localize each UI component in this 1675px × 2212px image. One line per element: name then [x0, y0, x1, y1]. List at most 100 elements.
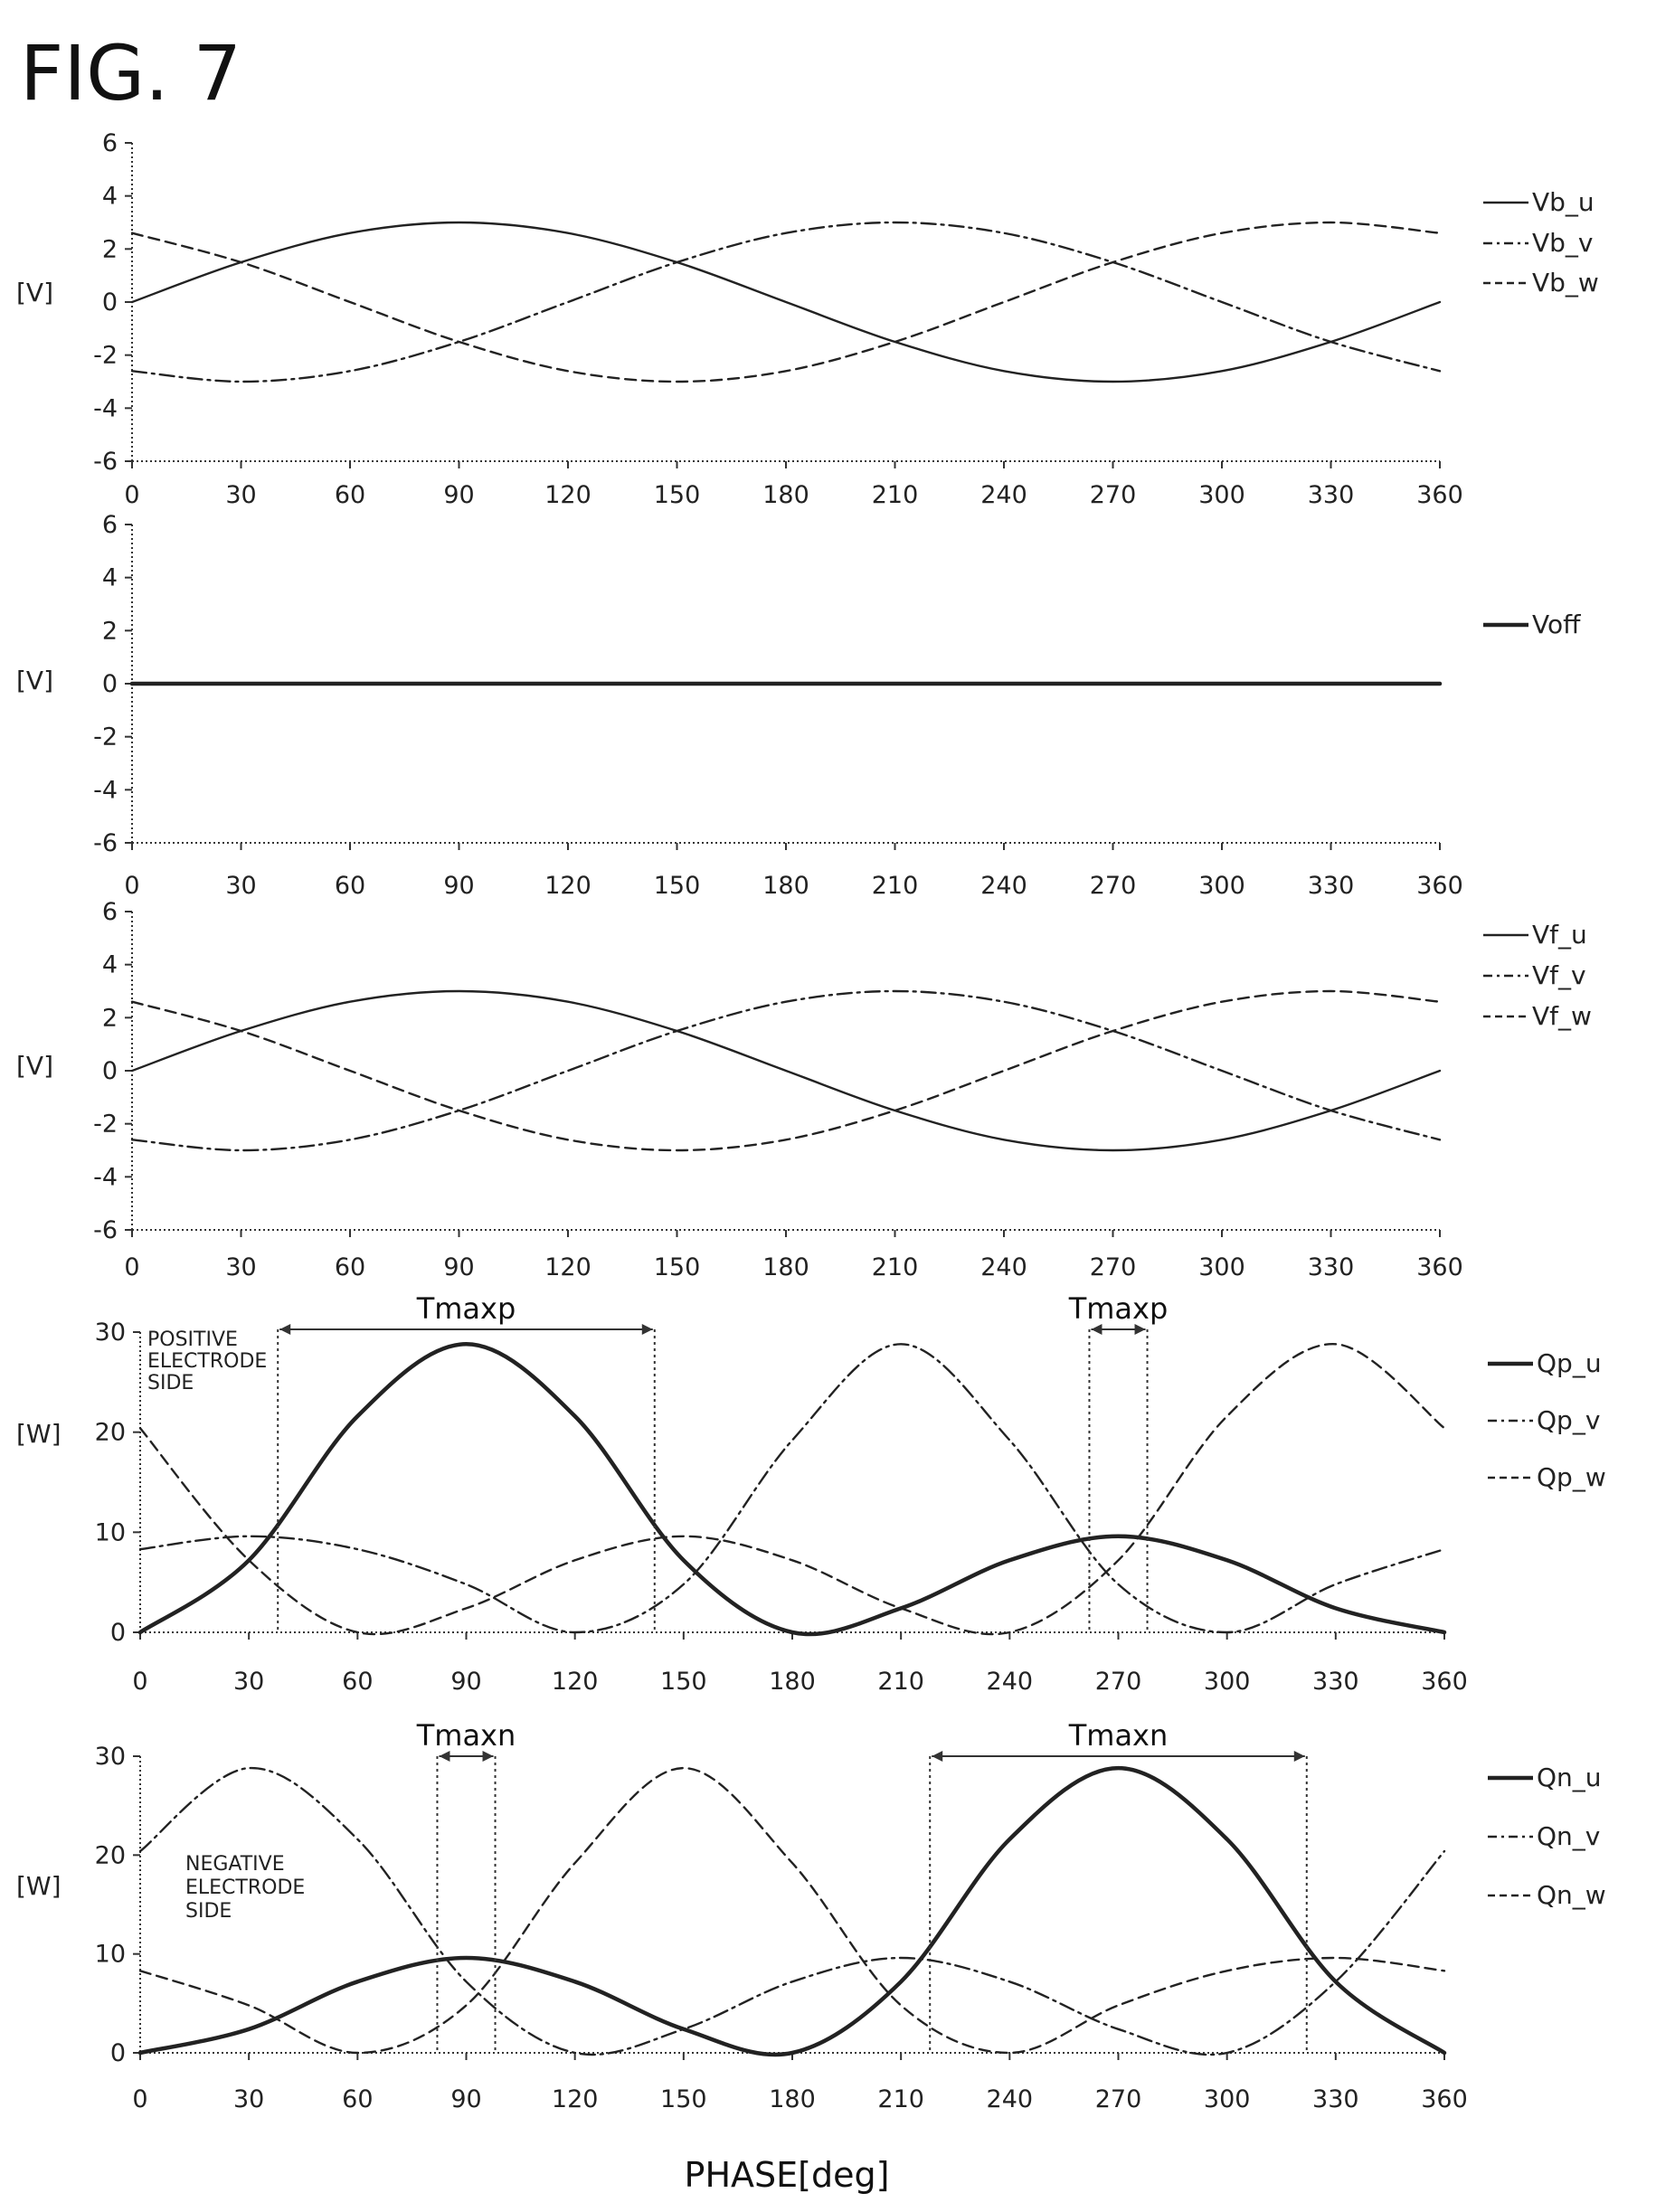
- x-tick-label: 180: [769, 2085, 816, 2113]
- x-tick-label: 150: [660, 2085, 707, 2113]
- y-tick-label: 4: [102, 564, 118, 592]
- y-tick-label: 20: [95, 1419, 126, 1447]
- x-tick-label: 210: [877, 1668, 924, 1696]
- x-tick-label: 210: [872, 872, 919, 900]
- x-tick-label: 240: [987, 2085, 1034, 2113]
- x-tick-label: 300: [1204, 1668, 1251, 1696]
- x-tick-label: 180: [762, 1253, 809, 1281]
- x-tick-label: 90: [443, 1253, 474, 1281]
- x-tick-label: 300: [1198, 872, 1245, 900]
- x-tick-label: 210: [877, 2085, 924, 2113]
- x-tick-label: 90: [443, 481, 474, 509]
- x-tick-label: 270: [1095, 2085, 1142, 2113]
- annotation-label: Tmaxp: [416, 1291, 516, 1326]
- x-tick-label: 120: [552, 1668, 599, 1696]
- y-tick-label: -2: [93, 723, 118, 752]
- electrode-side-note: ELECTRODE: [147, 1350, 267, 1373]
- series-line-vf-v: [130, 989, 1442, 1152]
- series-line-qn-w: [138, 1766, 1446, 2055]
- legend-label: Vb_u: [1532, 187, 1595, 217]
- series-line-qn-u: [137, 1765, 1447, 2057]
- x-tick-label: 360: [1421, 1668, 1468, 1696]
- x-tick-label: 360: [1416, 481, 1463, 509]
- series-line-vf-w: [130, 989, 1442, 1152]
- y-tick-label: 0: [102, 1057, 118, 1085]
- y-tick-label: 10: [95, 1941, 126, 1969]
- legend-label: Qp_u: [1537, 1348, 1602, 1378]
- series-line-vb-u: [130, 221, 1442, 383]
- x-tick-label: 0: [132, 2085, 147, 2113]
- y-tick-label: 0: [102, 288, 118, 317]
- x-tick-label: 180: [769, 1668, 816, 1696]
- x-tick-label: 90: [450, 2085, 481, 2113]
- x-tick-label: 150: [660, 1668, 707, 1696]
- x-tick-label: 240: [980, 481, 1027, 509]
- electrode-side-note: SIDE: [185, 1900, 232, 1923]
- x-tick-label: 60: [335, 1253, 365, 1281]
- y-tick-label: 6: [102, 129, 118, 157]
- x-tick-label: 150: [654, 481, 701, 509]
- series-line-vb-v: [130, 221, 1442, 383]
- x-tick-label: 30: [233, 2085, 264, 2113]
- y-tick-label: 0: [110, 2039, 126, 2067]
- legend-label: Vb_v: [1532, 228, 1594, 258]
- y-tick-label: -4: [93, 1163, 118, 1191]
- x-tick-label: 60: [342, 2085, 373, 2113]
- legend-label: Qp_w: [1537, 1462, 1606, 1492]
- electrode-side-note: SIDE: [147, 1372, 194, 1394]
- legend-label: Vb_w: [1532, 268, 1599, 298]
- x-tick-label: 330: [1312, 1668, 1359, 1696]
- legend-label: Qn_u: [1537, 1763, 1602, 1792]
- x-tick-label: 210: [872, 1253, 919, 1281]
- x-tick-label: 0: [132, 1668, 147, 1696]
- y-tick-label: 30: [95, 1319, 126, 1347]
- x-tick-label: 330: [1308, 1253, 1355, 1281]
- y-tick-label: 0: [110, 1619, 126, 1647]
- x-tick-label: 270: [1095, 1668, 1142, 1696]
- x-tick-label: 300: [1204, 2085, 1251, 2113]
- y-tick-label: -6: [93, 829, 118, 857]
- x-tick-label: 60: [335, 481, 365, 509]
- legend-label: Vf_v: [1532, 960, 1586, 990]
- arrowhead-right: [1293, 1751, 1305, 1762]
- x-tick-label: 120: [544, 481, 591, 509]
- x-tick-label: 120: [544, 872, 591, 900]
- legend-label: Vf_w: [1532, 1001, 1592, 1031]
- x-tick-label: 180: [762, 481, 809, 509]
- y-tick-label: 4: [102, 183, 118, 211]
- y-tick-label: -6: [93, 448, 118, 476]
- y-tick-label: 20: [95, 1841, 126, 1869]
- y-tick-label: 2: [102, 617, 118, 645]
- legend-label: Vf_u: [1532, 920, 1587, 950]
- x-tick-label: 240: [980, 872, 1027, 900]
- x-tick-label: 360: [1421, 2085, 1468, 2113]
- arrowhead-left: [932, 1751, 943, 1762]
- x-tick-label: 330: [1312, 2085, 1359, 2113]
- x-tick-label: 360: [1416, 872, 1463, 900]
- y-tick-label: -6: [93, 1216, 118, 1244]
- x-tick-label: 270: [1090, 1253, 1137, 1281]
- y-tick-label: 0: [102, 670, 118, 698]
- legend-label: Qn_w: [1537, 1880, 1606, 1910]
- x-tick-label: 270: [1090, 481, 1137, 509]
- arrowhead-left: [1091, 1324, 1102, 1335]
- x-tick-label: 30: [225, 481, 256, 509]
- x-axis-label: PHASE[deg]: [685, 2155, 890, 2195]
- y-tick-label: -2: [93, 342, 118, 370]
- x-tick-label: 120: [552, 2085, 599, 2113]
- x-tick-label: 330: [1308, 872, 1355, 900]
- x-tick-label: 240: [987, 1668, 1034, 1696]
- x-tick-label: 180: [762, 872, 809, 900]
- x-tick-label: 0: [124, 872, 139, 900]
- y-tick-label: -2: [93, 1111, 118, 1139]
- y-axis-label: [W]: [16, 1871, 62, 1901]
- x-tick-label: 300: [1198, 481, 1245, 509]
- x-tick-label: 90: [443, 872, 474, 900]
- y-axis-label: [V]: [16, 666, 53, 695]
- x-tick-label: 0: [124, 1253, 139, 1281]
